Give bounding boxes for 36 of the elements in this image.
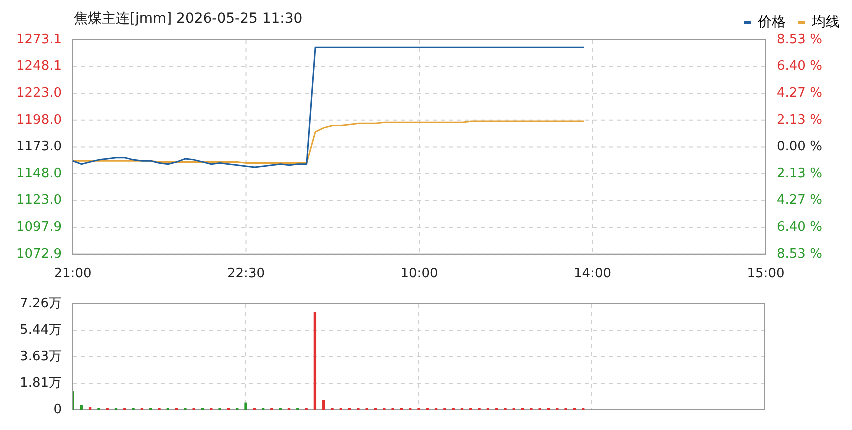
y2-tick-label: 2.13 % [777, 112, 822, 128]
y-tick-label: 0 [54, 402, 62, 418]
y-tick-label: 3.63万 [20, 349, 62, 364]
legend-label: 价格 [757, 14, 786, 31]
y2-tick-label: 6.40 % [777, 220, 822, 236]
y-tick-label: 1148.0 [16, 166, 62, 182]
y2-tick-label: 6.40 % [777, 59, 822, 74]
y-tick-label: 1273.1 [16, 32, 62, 48]
y-tick-label: 1097.9 [16, 220, 62, 235]
y2-tick-label: 8.53 % [777, 246, 822, 262]
y2-tick-label: 8.53 % [777, 32, 822, 48]
y2-tick-label: 4.27 % [777, 86, 822, 101]
y-tick-label: 1123.0 [16, 193, 62, 208]
y-tick-label: 1072.9 [16, 246, 62, 262]
bar [322, 400, 326, 410]
y-tick-label: 7.26万 [20, 296, 62, 312]
y2-tick-label: 4.27 % [777, 193, 822, 208]
x-tick-label: 22:30 [228, 266, 265, 282]
y2-tick-label: 0.00 % [777, 140, 822, 155]
y-tick-label: 1248.1 [16, 59, 62, 74]
bar [88, 407, 92, 410]
x-tick-label: 21:00 [54, 266, 92, 282]
x-tick-label: 10:00 [400, 266, 438, 282]
legend-label: 均线 [811, 14, 840, 31]
y-tick-label: 1223.0 [16, 86, 62, 102]
y-tick-label: 1173.0 [16, 140, 62, 155]
bar [244, 402, 248, 410]
bar [80, 405, 83, 410]
chart-title: 焦煤主连[jmm] 2026-05-25 11:30 [74, 10, 303, 28]
y-tick-label: 5.44万 [20, 322, 62, 338]
bar [314, 312, 317, 410]
y2-tick-label: 2.13 % [777, 166, 822, 182]
y-tick-label: 1198.0 [16, 112, 62, 128]
y-tick-label: 1.81万 [20, 376, 62, 391]
x-tick-label: 14:00 [574, 266, 612, 282]
x-tick-label: 15:00 [747, 266, 785, 282]
